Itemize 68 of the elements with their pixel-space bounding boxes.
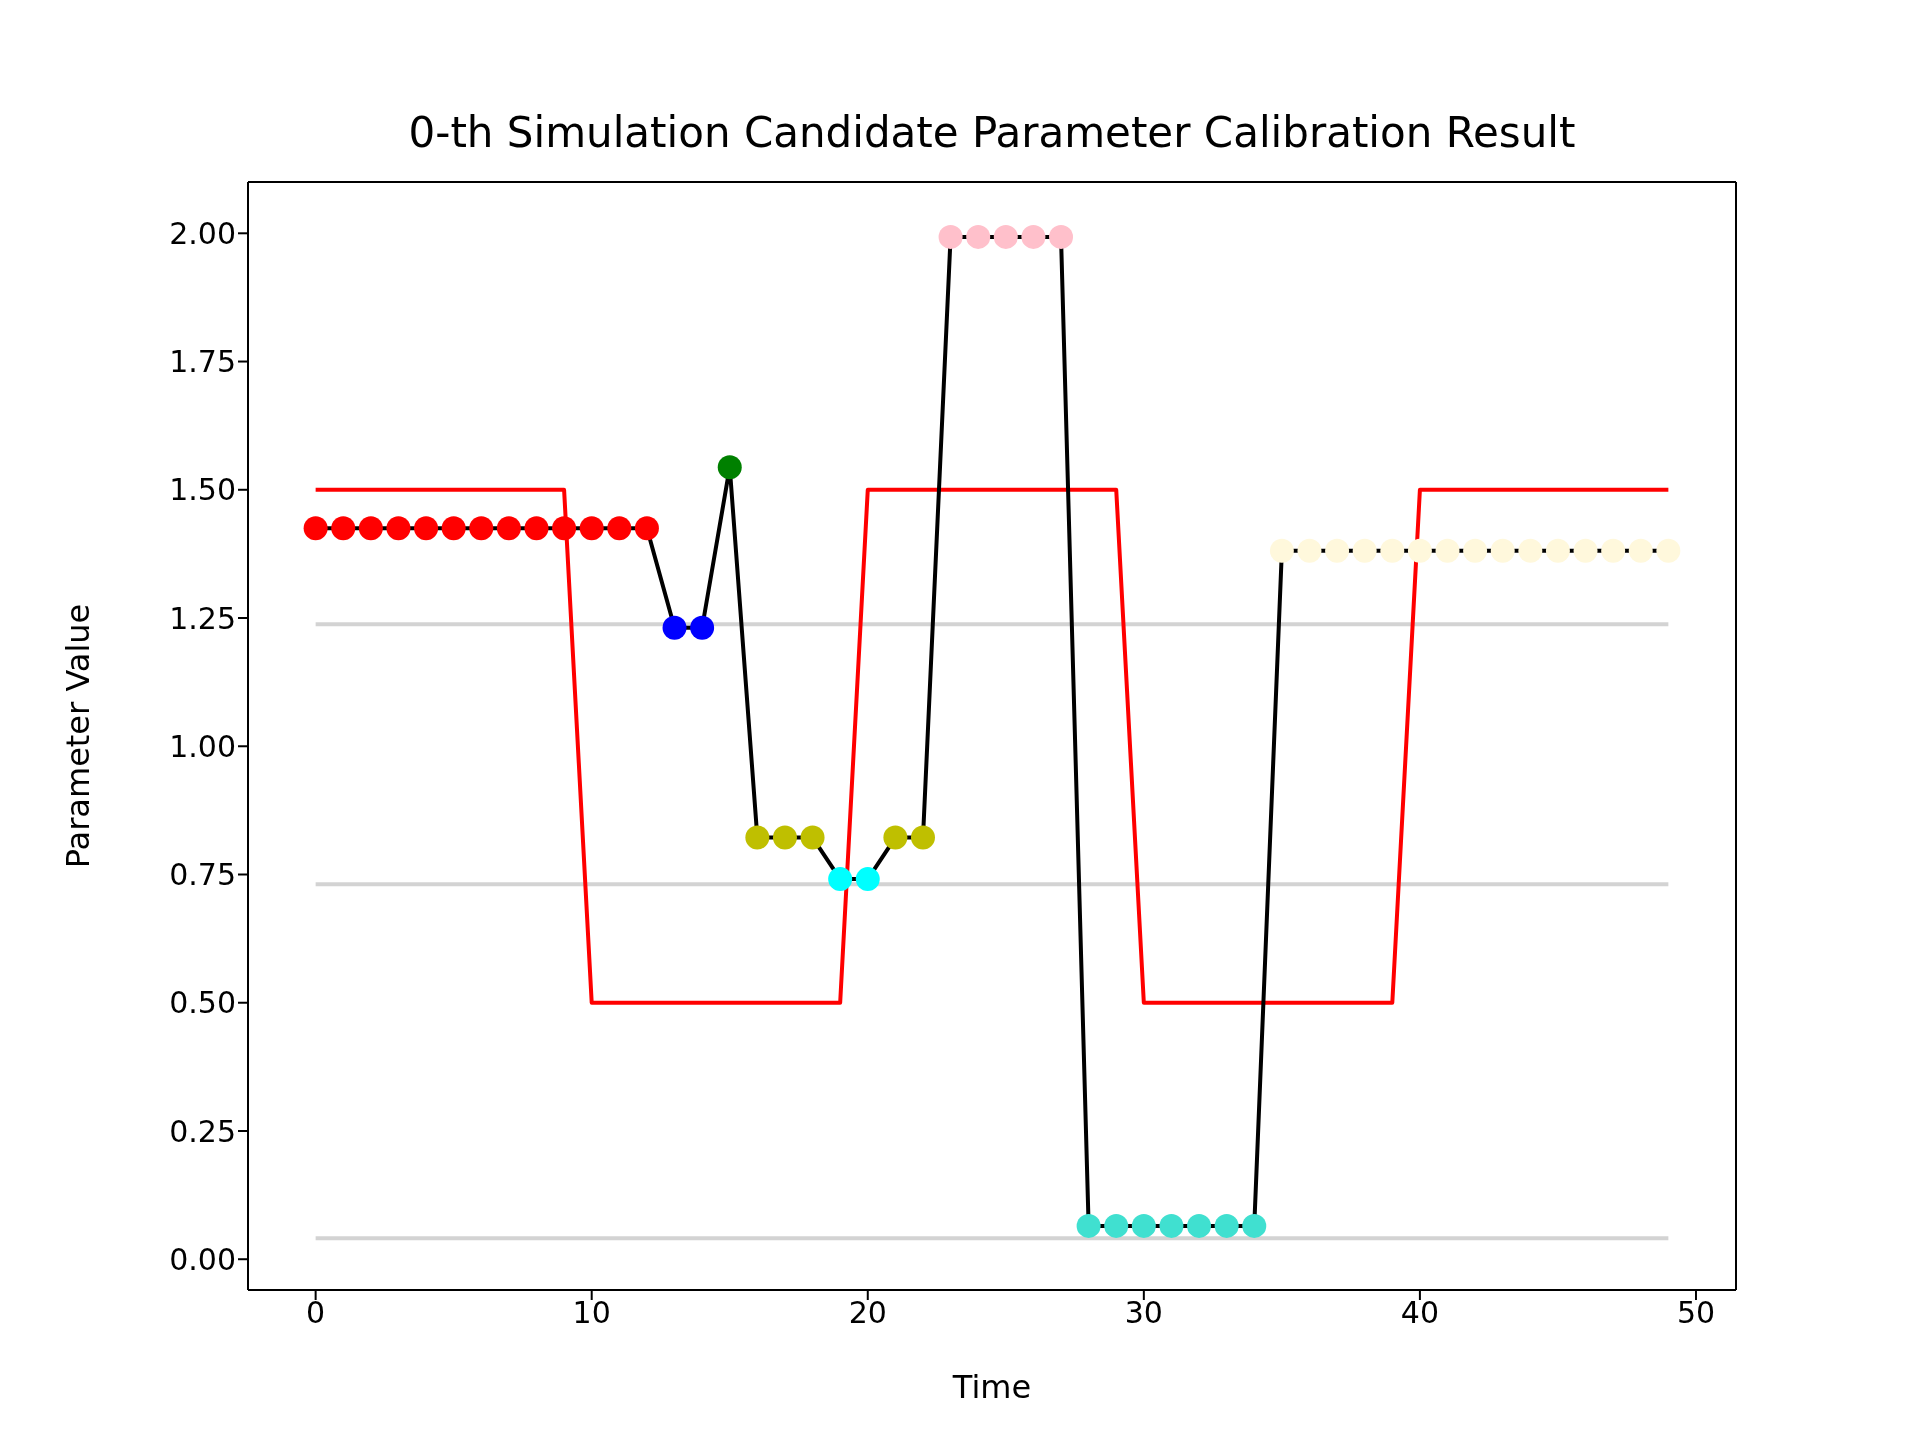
x-tick-label: 30: [1124, 1295, 1163, 1331]
point: [910, 825, 935, 850]
point: [966, 224, 991, 249]
y-tick-label: 0.75: [169, 857, 236, 893]
point: [772, 825, 797, 850]
point: [1352, 538, 1377, 563]
x-tick-label: 40: [1400, 1295, 1439, 1331]
point: [1269, 538, 1294, 563]
point: [855, 867, 880, 892]
point: [358, 516, 383, 541]
y-tick-label: 1.50: [169, 472, 236, 508]
point: [938, 224, 963, 249]
y-tick-label: 0.25: [169, 1113, 236, 1149]
point: [386, 516, 411, 541]
point: [1656, 538, 1681, 563]
point: [800, 825, 825, 850]
point: [1076, 1213, 1101, 1238]
point: [1049, 224, 1074, 249]
chart-title: 0-th Simulation Candidate Parameter Calibration Result: [407, 108, 1577, 157]
point: [469, 516, 494, 541]
point: [1021, 224, 1046, 249]
x-tick-label: 20: [848, 1295, 887, 1331]
point: [607, 516, 632, 541]
point: [552, 516, 577, 541]
point: [717, 455, 742, 480]
point: [1573, 538, 1598, 563]
point: [1435, 538, 1460, 563]
point: [883, 825, 908, 850]
point: [690, 615, 715, 640]
point: [1463, 538, 1488, 563]
point: [1490, 538, 1515, 563]
point: [1601, 538, 1626, 563]
point: [1131, 1213, 1156, 1238]
point: [745, 825, 770, 850]
y-tick-label: 0.00: [169, 1241, 236, 1277]
point: [1407, 538, 1432, 563]
point: [993, 224, 1018, 249]
y-tick-label: 1.25: [169, 600, 236, 636]
point: [1628, 538, 1653, 563]
x-axis-title: Time: [951, 1368, 1032, 1406]
point: [1187, 1213, 1212, 1238]
x-tick-label: 50: [1676, 1295, 1716, 1331]
point: [1104, 1213, 1129, 1238]
point: [1297, 538, 1322, 563]
y-tick-label: 1.00: [169, 728, 236, 764]
y-tick-label: 1.75: [169, 344, 236, 380]
point: [1325, 538, 1350, 563]
point: [414, 516, 439, 541]
point: [496, 516, 521, 541]
x-tick-label: 0: [306, 1295, 326, 1331]
point: [1380, 538, 1405, 563]
point: [441, 516, 466, 541]
point: [828, 867, 853, 892]
point: [303, 516, 328, 541]
point: [662, 615, 687, 640]
y-tick-label: 0.50: [169, 985, 236, 1021]
point: [1518, 538, 1543, 563]
y-axis-title: Parameter Value: [59, 603, 98, 869]
point: [634, 516, 659, 541]
point: [1214, 1213, 1239, 1238]
point: [524, 516, 549, 541]
point: [1242, 1213, 1267, 1238]
point: [1159, 1213, 1184, 1238]
y-tick-label: 2.00: [169, 215, 236, 251]
point: [1545, 538, 1570, 563]
point: [331, 516, 356, 541]
point: [579, 516, 604, 541]
x-tick-label: 10: [572, 1295, 611, 1331]
